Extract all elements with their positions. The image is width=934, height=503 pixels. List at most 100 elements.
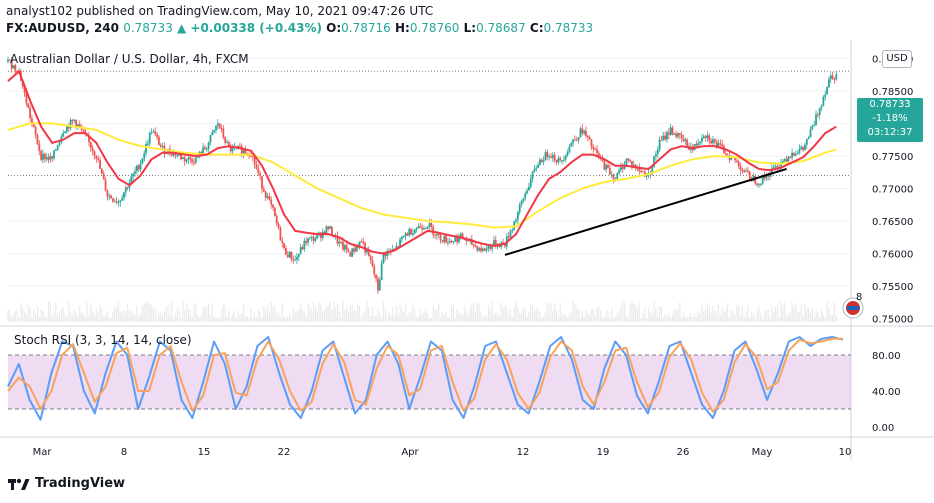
candle-body <box>724 153 727 156</box>
tradingview-logo[interactable]: TradingView <box>8 476 125 491</box>
volume-bar <box>121 311 123 322</box>
volume-bar <box>22 308 24 322</box>
volume-bar <box>677 309 679 322</box>
currency-scale-button[interactable]: USD <box>882 50 912 68</box>
volume-bar <box>103 316 105 322</box>
candle-body <box>662 135 665 140</box>
volume-bar <box>572 301 574 322</box>
candle-body <box>811 126 814 130</box>
volume-bar <box>241 313 243 322</box>
volume-bar <box>784 302 786 322</box>
candle-body <box>546 152 549 158</box>
volume-bar <box>222 304 224 322</box>
candle-body <box>296 257 298 260</box>
ohlc-header: FX:AUDUSD, 240 0.78733 ▲ +0.00338 (+0.43… <box>6 21 593 35</box>
volume-bar <box>598 307 600 322</box>
candle-body <box>815 114 817 126</box>
candle-body <box>288 251 291 258</box>
stoch-tick-label: 80.00 <box>872 351 901 362</box>
candle-body <box>397 246 400 248</box>
volume-bar <box>274 307 276 322</box>
volume-bar <box>699 313 701 322</box>
volume-bar <box>25 313 28 322</box>
volume-bar <box>800 304 802 322</box>
volume-bar <box>388 311 390 322</box>
volume-bar <box>773 311 775 322</box>
volume-bar <box>220 309 223 322</box>
candle-body <box>193 162 195 164</box>
volume-bar <box>268 312 270 322</box>
volume-bar <box>550 302 552 322</box>
candle-body <box>824 94 827 97</box>
volume-bar <box>20 303 22 322</box>
volume-bar <box>318 301 320 322</box>
candle-body <box>23 86 26 93</box>
candle-body <box>40 150 43 160</box>
volume-bar <box>651 313 653 322</box>
volume-bar <box>90 303 92 322</box>
candle-body <box>472 244 475 246</box>
candle-body <box>539 159 541 165</box>
volume-bar <box>123 310 125 322</box>
candle-body <box>130 176 133 183</box>
candle-body <box>590 139 593 147</box>
volume-bar <box>826 301 828 322</box>
candle-body <box>277 223 280 228</box>
candle-body <box>395 246 398 250</box>
candle-body <box>715 141 718 147</box>
volume-bar <box>625 315 628 322</box>
volume-bar <box>835 314 837 322</box>
volume-bar <box>728 317 731 322</box>
candle-body <box>807 137 810 140</box>
candle-body <box>58 142 61 146</box>
candle-body <box>809 129 812 138</box>
volume-bar <box>727 303 729 322</box>
volume-bar <box>649 312 651 322</box>
volume-bar <box>581 310 583 322</box>
candle-body <box>25 92 28 104</box>
candle-body <box>268 196 271 200</box>
candle-body <box>695 144 698 146</box>
volume-bar <box>739 315 742 322</box>
candle-body <box>205 148 208 150</box>
volume-bar <box>206 307 208 322</box>
volume-bar <box>574 304 576 322</box>
candle-body <box>237 145 239 148</box>
candle-body <box>84 130 87 134</box>
volume-bar <box>320 303 322 322</box>
volume-bar <box>745 310 747 322</box>
volume-bar <box>132 314 134 322</box>
candle-body <box>557 158 560 163</box>
candle-body <box>596 149 598 154</box>
volume-bar <box>86 302 88 322</box>
volume-bar <box>196 314 199 322</box>
candle-body <box>597 153 600 158</box>
candle-body <box>227 142 230 148</box>
candle-body <box>366 249 368 253</box>
volume-bar <box>436 309 438 322</box>
volume-bar <box>112 311 114 322</box>
candle-body <box>660 139 663 141</box>
volume-bar <box>577 309 580 322</box>
volume-bar <box>762 318 764 322</box>
candle-body <box>336 235 339 244</box>
candle-body <box>373 266 376 275</box>
candle-body <box>112 198 114 202</box>
candle-body <box>14 65 17 71</box>
volume-bar <box>662 318 664 322</box>
volume-bar <box>791 302 793 322</box>
volume-bar <box>719 314 721 322</box>
candle-body <box>458 236 460 243</box>
candle-body <box>574 139 576 141</box>
price-tick-label: 0.76500 <box>872 217 913 228</box>
candle-body <box>548 156 551 158</box>
volume-bar <box>447 318 449 322</box>
candle-body <box>656 149 659 155</box>
candle-body <box>669 127 672 135</box>
flag-badge-icon[interactable] <box>842 297 864 319</box>
candle-body <box>406 233 409 236</box>
volume-bar <box>296 312 298 322</box>
candle-body <box>562 159 565 161</box>
candle-body <box>240 146 243 154</box>
